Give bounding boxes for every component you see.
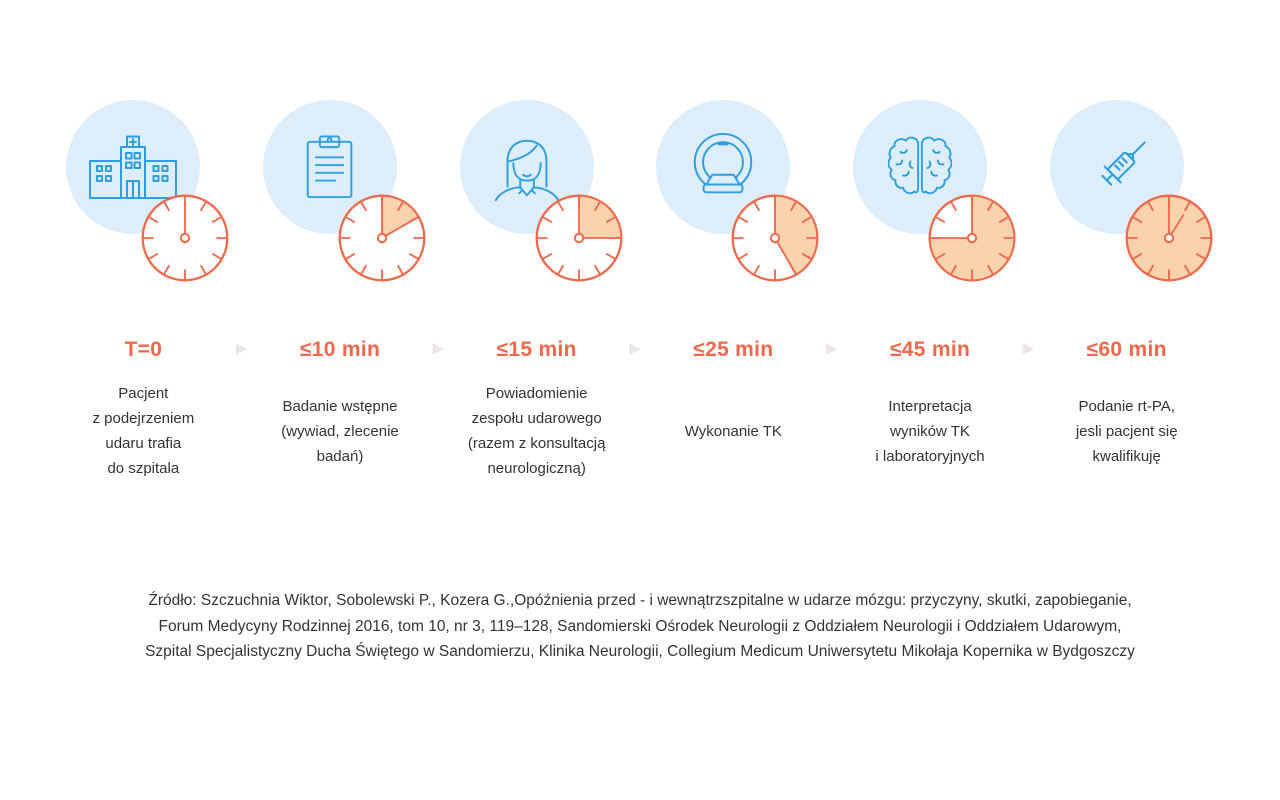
stage-description: Badanie wstępne (wywiad, zlecenie badań) (281, 397, 399, 465)
clock-icon (926, 192, 1018, 284)
ct-scanner-icon (694, 132, 753, 194)
time-label: T=0 (124, 338, 163, 361)
syringe-icon (1101, 141, 1146, 186)
stage-description: Pacjent z podejrzeniem udaru trafia do s… (92, 385, 195, 477)
stage-icon-circle (66, 100, 201, 234)
source-line: Forum Medycyny Rodzinnej 2016, tom 10, n… (158, 617, 1122, 635)
arrow-right-icon: ▶ (235, 340, 248, 357)
clock-icon (533, 192, 625, 284)
clock-icon (139, 192, 231, 284)
stage-graphic (45, 100, 242, 285)
time-label: ≤60 min (1086, 338, 1167, 361)
stage-description: Interpretacja wyników TK i laboratoryjny… (875, 397, 985, 465)
time-label: ≤45 min (889, 338, 971, 361)
stage-description: Podanie rt-PA, jesli pacjent się kwalifi… (1075, 397, 1178, 465)
source-citation: Źródło: Szczuchnia Wiktor, Sobolewski P.… (0, 588, 1280, 665)
stage-column-2: ≤10 min Badanie wstępne (wywiad, zleceni… (242, 100, 439, 487)
stage-graphic (832, 100, 1029, 285)
clock-icon (729, 192, 821, 284)
stage-graphic (635, 100, 832, 285)
timeline: T=0 Pacjent z podejrzeniem udaru trafia … (45, 100, 1225, 487)
stage-column-5: ≤45 min Interpretacja wyników TK i labor… (832, 100, 1029, 487)
stage-column-4: ≤25 min Wykonanie TK (635, 100, 832, 487)
time-label: ≤25 min (693, 338, 774, 361)
stage-description: Powiadomienie zespołu udarowego (razem z… (467, 385, 606, 477)
brain-icon (888, 136, 953, 195)
time-label: ≤10 min (299, 338, 381, 361)
stage-graphic (438, 100, 635, 285)
hospital-icon (89, 135, 178, 199)
source-line: Szpital Specjalistyczny Ducha Świętego w… (145, 643, 1135, 660)
arrow-right-icon: ▶ (1022, 340, 1035, 357)
arrow-right-icon: ▶ (629, 340, 641, 357)
stage-graphic (242, 100, 439, 285)
arrow-right-icon: ▶ (825, 340, 838, 357)
stage-column-3: ≤15 min Powiadomienie zespołu udarowego … (438, 100, 635, 487)
stage-description: Wykonanie TK (684, 422, 782, 440)
time-label: ≤15 min (496, 338, 577, 361)
clipboard-icon (306, 135, 352, 199)
stage-column-6: ≤60 min Podanie rt-PA, jesli pacjent się… (1028, 100, 1225, 487)
clock-icon (336, 192, 428, 284)
clock-icon (1123, 192, 1215, 284)
stage-column-1: T=0 Pacjent z podejrzeniem udaru trafia … (45, 100, 242, 487)
doctor-icon (494, 139, 559, 202)
stage-graphic (1028, 100, 1225, 285)
arrow-right-icon: ▶ (432, 340, 445, 357)
source-line: Źródło: Szczuchnia Wiktor, Sobolewski P.… (148, 592, 1132, 609)
